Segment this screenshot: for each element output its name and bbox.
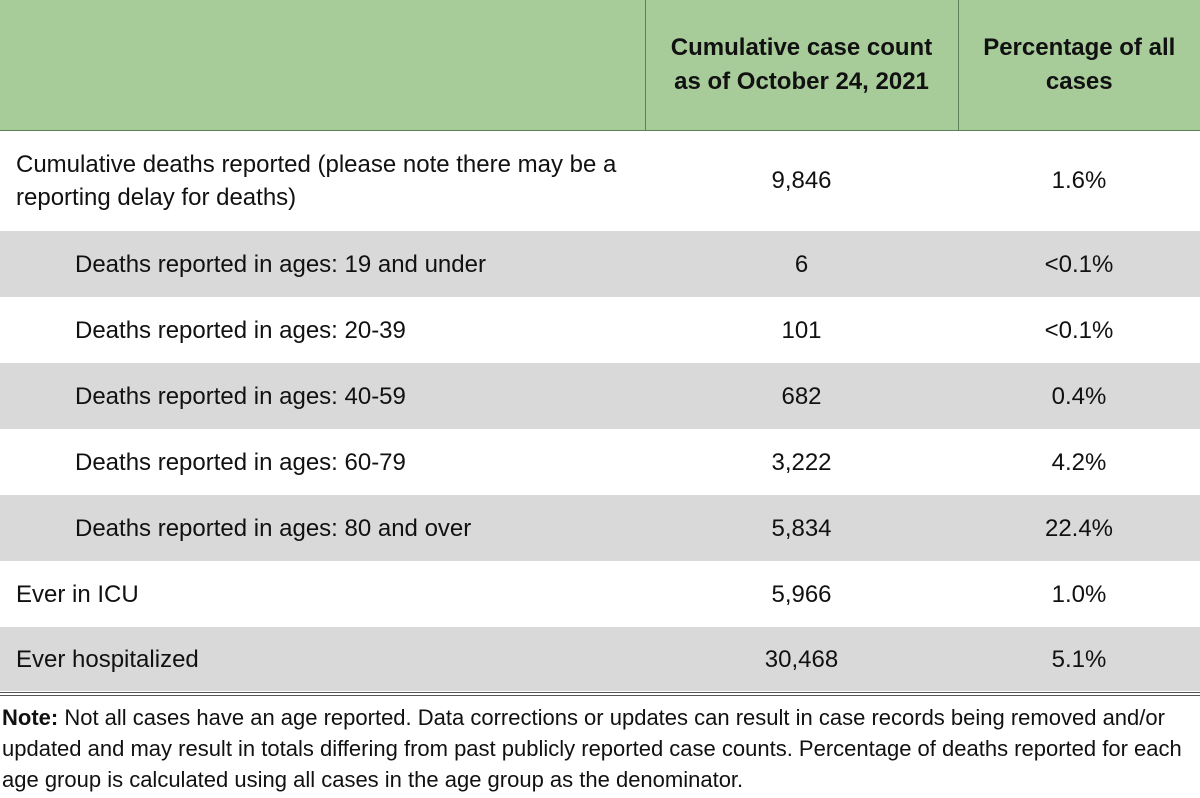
table-row: Deaths reported in ages: 60-79 3,222 4.2… <box>0 429 1200 495</box>
row-label: Deaths reported in ages: 19 and under <box>0 231 645 297</box>
header-blank <box>0 0 645 131</box>
row-percent: 0.4% <box>958 363 1200 429</box>
table-bottom-rule-double <box>0 695 1200 696</box>
row-count: 30,468 <box>645 627 958 691</box>
row-label: Deaths reported in ages: 80 and over <box>0 495 645 561</box>
table-row: Deaths reported in ages: 80 and over 5,8… <box>0 495 1200 561</box>
row-count: 5,834 <box>645 495 958 561</box>
row-label: Ever in ICU <box>16 580 139 608</box>
row-percent: 22.4% <box>958 495 1200 561</box>
table-row: Ever in ICU 5,966 1.0% <box>0 561 1200 627</box>
row-percent: <0.1% <box>958 231 1200 297</box>
row-percent: <0.1% <box>1044 316 1114 344</box>
row-label: Deaths reported in ages: 40-59 <box>0 363 645 429</box>
footnote-label: Note: <box>2 705 59 730</box>
cases-table: Cumulative case count as of October 24, … <box>0 0 1200 691</box>
row-count: 5,966 <box>771 580 832 608</box>
footnote: Note: Not all cases have an age reported… <box>2 702 1196 795</box>
row-label: Cumulative deaths reported (please note … <box>16 150 617 211</box>
row-percent: 4.2% <box>1051 448 1107 476</box>
row-label: Deaths reported in ages: 60-79 <box>75 448 406 476</box>
table-row: Deaths reported in ages: 20-39 101 <0.1% <box>0 297 1200 363</box>
table-row: Ever hospitalized 30,468 5.1% <box>0 627 1200 691</box>
footnote-text: Not all cases have an age reported. Data… <box>2 705 1182 792</box>
row-count: 9,846 <box>771 167 832 195</box>
row-count: 682 <box>645 363 958 429</box>
table-bottom-rule <box>0 692 1200 693</box>
row-percent: 1.0% <box>1051 580 1107 608</box>
row-count: 101 <box>781 316 822 344</box>
table-row: Deaths reported in ages: 40-59 682 0.4% <box>0 363 1200 429</box>
row-count: 6 <box>645 231 958 297</box>
table-row: Deaths reported in ages: 19 and under 6 … <box>0 231 1200 297</box>
row-percent: 1.6% <box>1051 167 1107 195</box>
row-label: Deaths reported in ages: 20-39 <box>75 316 406 344</box>
header-cumulative-count: Cumulative case count as of October 24, … <box>644 0 958 131</box>
header-percentage: Percentage of all cases <box>957 0 1200 131</box>
row-percent: 5.1% <box>958 627 1200 691</box>
row-label: Ever hospitalized <box>0 627 645 691</box>
header-row: Cumulative case count as of October 24, … <box>0 0 1200 131</box>
row-count: 3,222 <box>771 448 832 476</box>
table-row: Cumulative deaths reported (please note … <box>0 130 1200 231</box>
